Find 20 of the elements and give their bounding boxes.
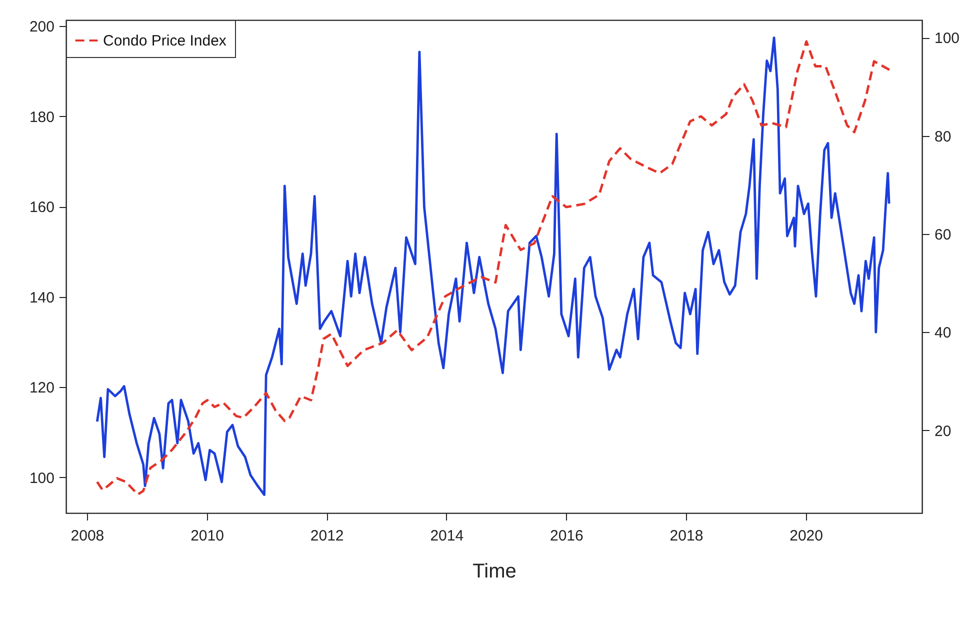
- y2-tick-label: 40: [934, 324, 952, 342]
- y-tick-label: 120: [29, 380, 54, 397]
- y-tick-label: 180: [29, 108, 54, 126]
- x-tick-label: 2016: [550, 528, 584, 544]
- x-tick-label: 2020: [790, 528, 823, 544]
- x-tick-label: 2010: [190, 528, 224, 544]
- y2-tick-label: 80: [934, 128, 952, 146]
- x-tick-label: 2018: [670, 528, 704, 544]
- y-tick-label: 140: [29, 289, 54, 306]
- y-tick-label: 100: [29, 470, 54, 487]
- x-tick-label: 2008: [70, 528, 104, 544]
- x-axis-title: Time: [472, 560, 516, 582]
- y-tick-label: 160: [29, 199, 54, 216]
- y-tick-label: 200: [29, 18, 54, 36]
- y2-tick-label: 100: [934, 30, 960, 48]
- legend-label: Condo Price Index: [103, 32, 227, 50]
- y2-tick-label: 60: [934, 226, 952, 244]
- y2-tick-label: 20: [934, 422, 952, 440]
- x-tick-label: 2012: [310, 528, 344, 544]
- x-tick-label: 2014: [430, 528, 464, 544]
